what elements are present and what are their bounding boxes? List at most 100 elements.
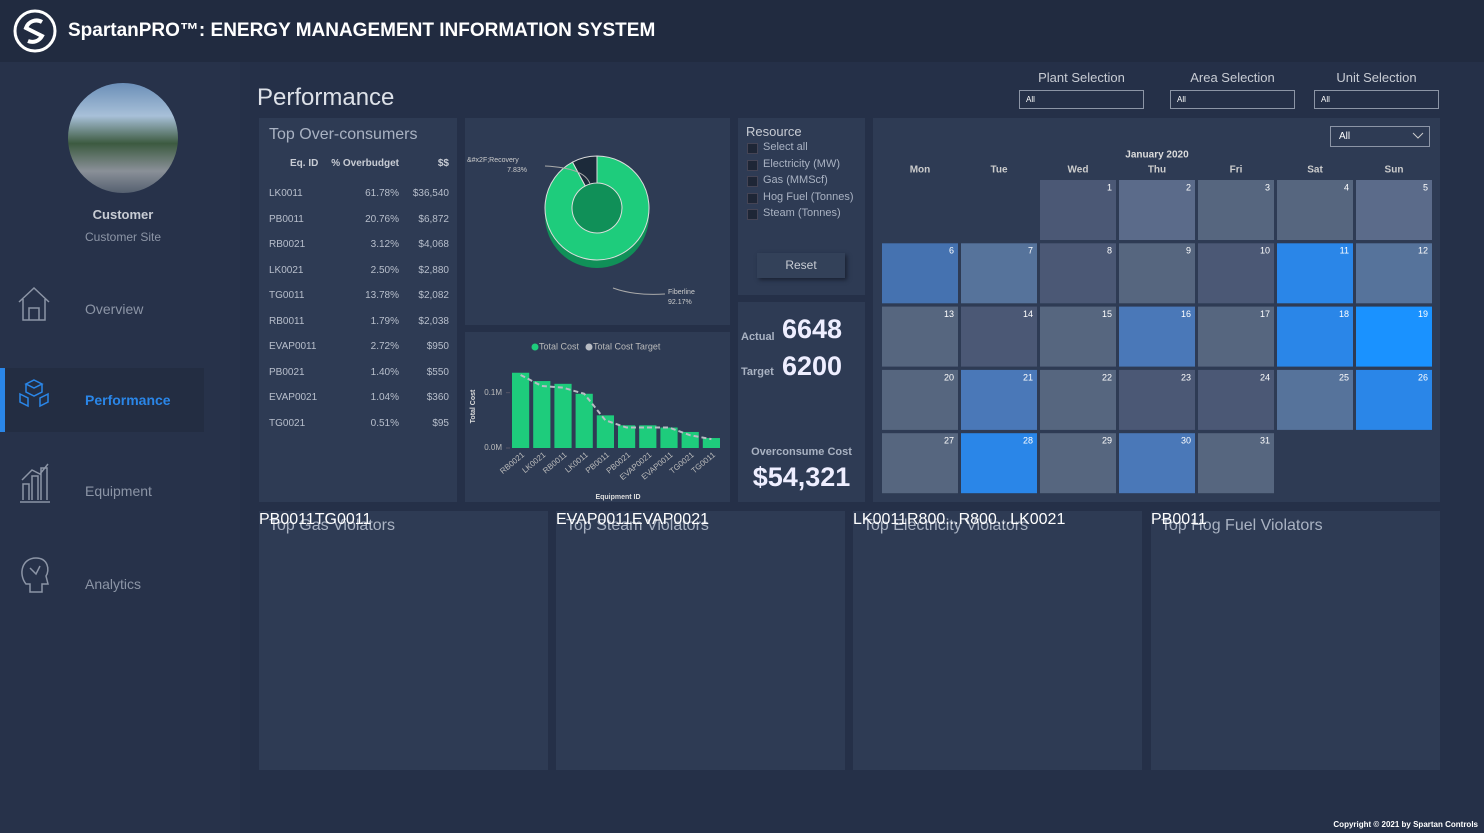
day-cell[interactable] [1198, 369, 1274, 430]
logo [13, 9, 57, 53]
day-cell[interactable] [1198, 243, 1274, 304]
weekday-label: Thu [1148, 165, 1166, 176]
donut-value: 92.17% [668, 299, 692, 306]
day-number: 31 [1260, 436, 1270, 446]
y-tick-label: 0.1M [484, 388, 502, 397]
nav-icons [18, 286, 50, 593]
tile-label: LK0011 [853, 511, 907, 528]
day-number: 11 [1340, 246, 1349, 256]
day-cell[interactable] [882, 433, 958, 494]
table-cell: 2.72% [370, 341, 399, 352]
day-number: 12 [1418, 246, 1428, 256]
day-cell[interactable] [1198, 180, 1274, 240]
treemap-panel: Top Electricity Violators LK0011R800...R8… [853, 511, 1142, 770]
page-title: Performance [257, 84, 395, 111]
day-cell[interactable] [1277, 369, 1353, 430]
day-cell[interactable] [1277, 243, 1353, 304]
over-consumers-panel: Top Over-consumers Eq. ID % Overbudget $$ L… [259, 118, 457, 502]
donut-label: Fiberline [668, 289, 695, 296]
day-number: 17 [1260, 309, 1270, 319]
day-number: 4 [1344, 182, 1349, 192]
day-number: 10 [1260, 246, 1270, 256]
day-cell[interactable] [1119, 369, 1195, 430]
tile-label: TG0011 [314, 511, 372, 528]
day-cell[interactable] [1356, 369, 1432, 430]
day-number: 8 [1107, 246, 1112, 256]
panel-title: Top Electricity Violators [863, 517, 1029, 534]
resource-panel: Resource Reset Select all Electricity (MW… [738, 118, 865, 295]
day-cell[interactable] [1356, 306, 1432, 367]
x-axis-label: Equipment ID [595, 494, 640, 501]
day-cell[interactable] [1040, 243, 1116, 304]
checkbox[interactable] [747, 176, 758, 187]
day-cell[interactable] [1040, 433, 1116, 494]
weekday-label: Tue [990, 165, 1007, 176]
checkbox[interactable] [747, 159, 758, 171]
day-cell[interactable] [1277, 306, 1353, 367]
filter-dropdown[interactable]: All [1314, 90, 1439, 109]
checkbox[interactable] [747, 209, 758, 220]
cost-panel: 0.0M 0.1M Total Cost Equipment ID RB0021 LK00… [465, 332, 730, 502]
table-cell: 0.51% [370, 417, 399, 429]
legend-label: Total Cost [539, 341, 580, 351]
checkbox-label[interactable]: Gas (MMScf) [763, 174, 828, 186]
treemap-panel: Top Gas Violators PB0011TG0011 [259, 511, 548, 770]
nav-item[interactable]: Performance [85, 392, 171, 408]
day-cell[interactable] [961, 306, 1037, 367]
day-cell[interactable] [961, 243, 1037, 304]
filter-dropdown[interactable]: All [1170, 90, 1295, 109]
checkbox-label[interactable]: Select all [763, 141, 808, 153]
day-cell[interactable] [1356, 180, 1432, 240]
day-number: 23 [1181, 372, 1191, 382]
day-cell[interactable] [1119, 306, 1195, 367]
day-cell[interactable] [882, 306, 958, 367]
bar [575, 393, 593, 448]
day-cell[interactable] [882, 243, 958, 304]
day-cell[interactable] [1198, 433, 1274, 494]
day-cell[interactable] [1356, 243, 1432, 304]
table-cell: EVAP0021 [269, 392, 318, 403]
kpi-label: Target [741, 366, 774, 378]
header: SpartanPRO™: ENERGY MANAGEMENT INFORMATI… [0, 0, 1484, 62]
day-cell[interactable] [1040, 369, 1116, 430]
day-cell[interactable] [961, 433, 1037, 494]
day-cell[interactable] [1119, 243, 1195, 304]
nav-item[interactable]: Analytics [85, 576, 142, 592]
checkbox-label[interactable]: Steam (Tonnes) [763, 207, 841, 219]
dropdown-arrow [1412, 132, 1424, 139]
table-cell: $360 [426, 392, 449, 403]
calendar-panel: All January 2020 Mon Tue Wed Thu Fri Sat Sun 1 2 3… [873, 118, 1440, 502]
checkbox[interactable] [747, 192, 758, 204]
checkbox-label[interactable]: Electricity (MW) [763, 157, 840, 170]
day-cell[interactable] [1040, 306, 1116, 367]
donut-panel: &#x2F;Recovery 7.83% Fiberline 92.17% [465, 118, 730, 325]
filter-dropdown[interactable]: All [1019, 90, 1144, 109]
day-cell[interactable] [1198, 306, 1274, 367]
nav-item[interactable]: Overview [85, 301, 144, 317]
day-number: 6 [949, 246, 954, 256]
x-tick-label: RB0021 [498, 450, 526, 476]
weekday-label: Wed [1068, 165, 1089, 176]
day-cell[interactable] [1040, 180, 1116, 240]
kpi-value: 6648 [782, 314, 843, 344]
table-cell: LK0011 [269, 188, 303, 199]
day-number: 28 [1023, 436, 1033, 446]
day-cell[interactable] [882, 369, 958, 430]
day-cell[interactable] [1277, 180, 1353, 240]
user-name: Customer [92, 207, 154, 222]
day-cell[interactable] [1119, 433, 1195, 494]
table-cell: 61.78% [365, 188, 399, 199]
weekday-label: Mon [910, 165, 931, 176]
table-cell: PB0021 [269, 366, 305, 378]
checkbox-label[interactable]: Hog Fuel (Tonnes) [763, 190, 854, 203]
day-number: 7 [1028, 246, 1033, 256]
y-axis-label: Total Cost [470, 389, 477, 423]
day-cell[interactable] [1119, 180, 1195, 240]
calendar-filter[interactable]: All [1330, 126, 1430, 147]
nav-item[interactable]: Equipment [85, 483, 152, 499]
reset-button[interactable]: Reset [757, 253, 845, 278]
column-header: $$ [437, 158, 449, 169]
checkbox[interactable] [747, 143, 758, 154]
day-cell[interactable] [961, 369, 1037, 430]
